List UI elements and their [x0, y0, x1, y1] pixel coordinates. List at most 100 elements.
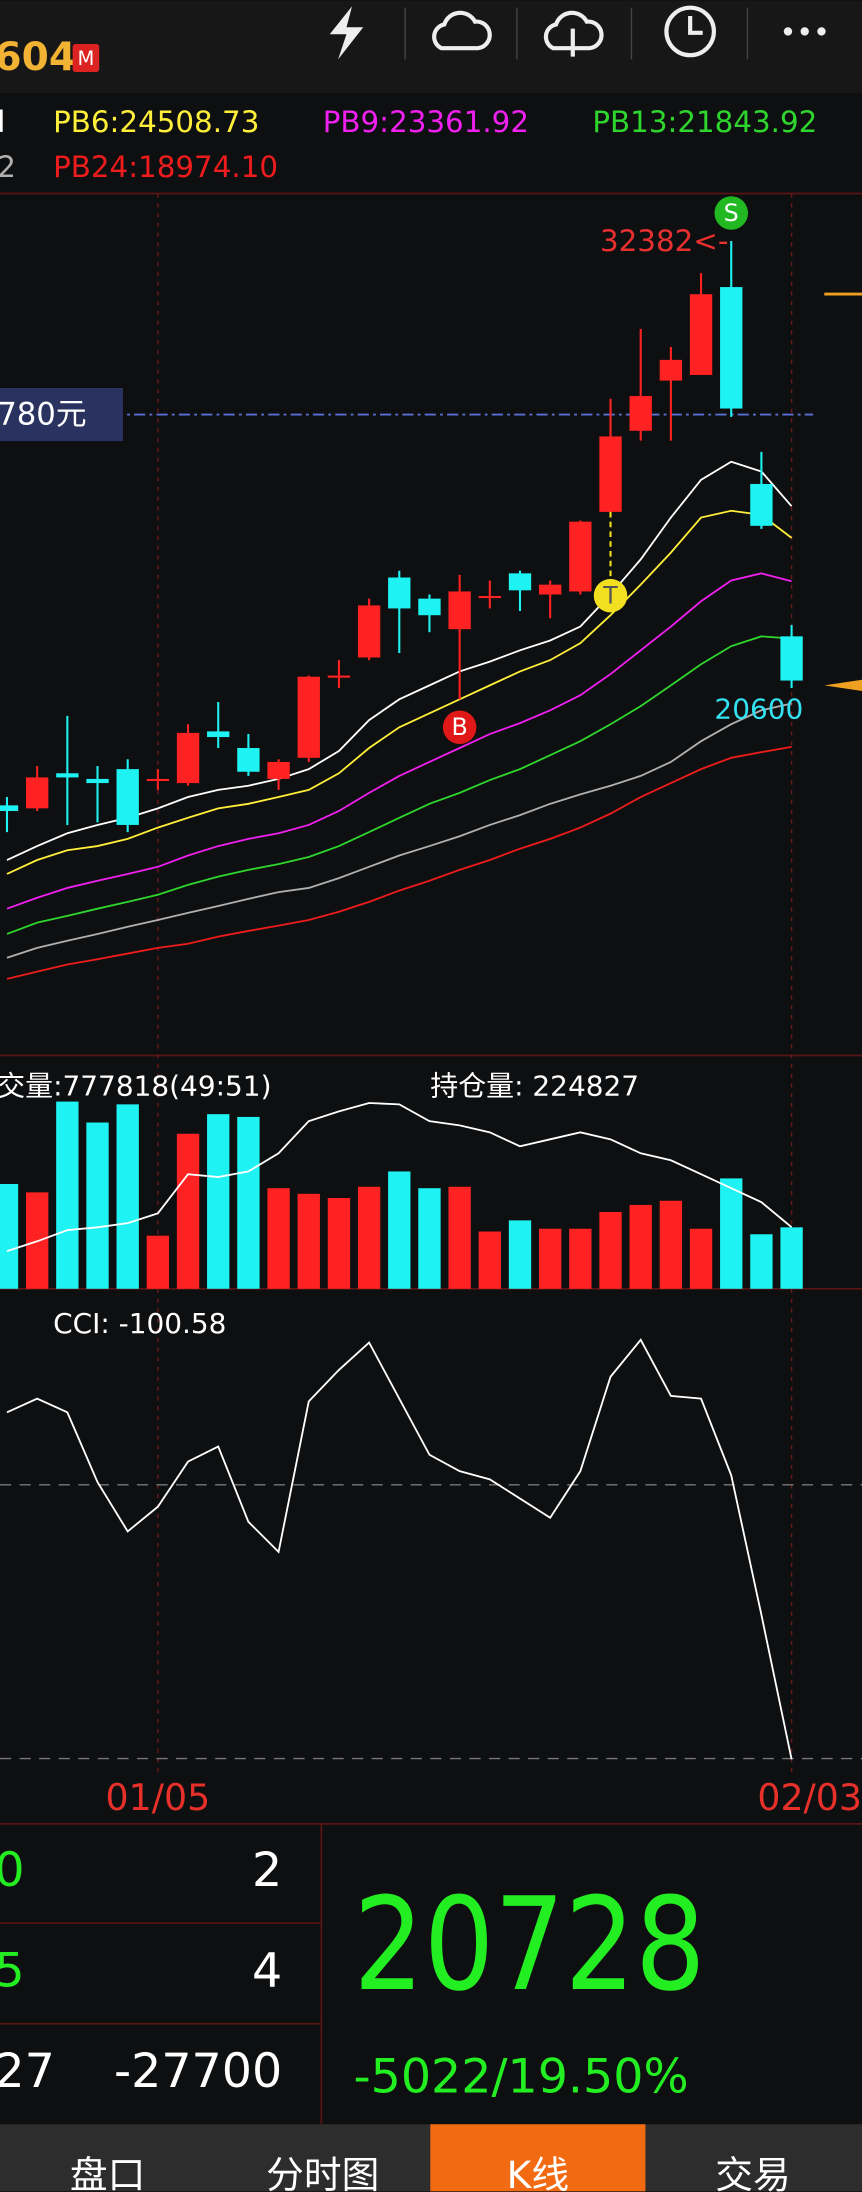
- indicator-label: PB6:24508.73: [53, 105, 259, 139]
- cci-line: [6, 1338, 793, 1760]
- candle-body: [689, 294, 713, 375]
- candle-body: [478, 595, 501, 599]
- flash-icon[interactable]: [329, 6, 364, 60]
- volume-label: 交量:777818(49:51): [0, 1070, 271, 1103]
- candle-body: [659, 359, 683, 381]
- candle-body: [388, 577, 411, 609]
- cost-label-box: [0, 388, 123, 442]
- volume-bar: [207, 1114, 230, 1289]
- indicator-label: PB13:21843.92: [592, 105, 817, 139]
- ma-line: [6, 572, 792, 910]
- volume-bar: [388, 1171, 411, 1289]
- open-interest-line: [6, 1102, 793, 1252]
- volume-bar: [538, 1228, 562, 1289]
- candle-body: [207, 731, 230, 738]
- cloud-icon[interactable]: [432, 10, 492, 51]
- volume-bar: [659, 1200, 683, 1289]
- candle-body: [267, 761, 290, 779]
- ma-line: [6, 635, 792, 935]
- candle-body: [0, 805, 19, 811]
- date-label: 02/03: [757, 1776, 862, 1819]
- volume-bar: [569, 1228, 592, 1289]
- candle-body: [25, 777, 49, 809]
- candle-body: [599, 436, 622, 512]
- candle-body: [538, 584, 562, 595]
- candle-body: [720, 287, 743, 409]
- clock-icon[interactable]: [664, 5, 717, 58]
- indicator-label: PB9:23361.92: [323, 105, 529, 139]
- cci-label: CCI: -100.58: [53, 1307, 226, 1340]
- cloud-icon[interactable]: [543, 10, 604, 57]
- volume-bar: [297, 1193, 320, 1289]
- volume-bar: [689, 1228, 713, 1289]
- high-label: 32382<-: [600, 224, 728, 258]
- tab[interactable]: 分时图: [266, 2153, 379, 2192]
- candle-body: [56, 773, 79, 778]
- volume-bar: [327, 1197, 351, 1289]
- volume-bar: [86, 1122, 109, 1289]
- quote-cell: 4: [252, 1943, 282, 1998]
- signal-label: T: [602, 582, 618, 610]
- candle-body: [750, 483, 773, 526]
- volume-bar: [56, 1101, 79, 1289]
- quote-cell: 0: [0, 1843, 25, 1898]
- toolbar-icons[interactable]: [329, 5, 826, 60]
- quote-cell: 27: [0, 2044, 55, 2099]
- last-price-label: 20600: [714, 693, 803, 726]
- candle-body: [448, 591, 471, 630]
- indicator-label: 2: [0, 150, 16, 184]
- candle-body: [297, 676, 320, 758]
- tab[interactable]: K线: [507, 2153, 569, 2192]
- tab[interactable]: 盘口: [70, 2153, 145, 2192]
- signal-label: S: [724, 199, 739, 227]
- volume-bar: [780, 1227, 803, 1289]
- quote-cell: 2: [252, 1843, 282, 1898]
- ma-line: [6, 702, 792, 959]
- price-change: -5022/19.50%: [353, 2050, 688, 2105]
- volume-bar: [176, 1133, 200, 1289]
- indicator-label: PB24:18974.10: [53, 150, 278, 184]
- candle-body: [176, 732, 200, 784]
- signal-label: B: [451, 713, 467, 741]
- volume-bar: [750, 1234, 773, 1289]
- volume-bar: [448, 1186, 471, 1289]
- badge: M: [77, 47, 94, 70]
- candle-body: [508, 573, 532, 591]
- signal-marker: [593, 578, 628, 613]
- volume-bar: [146, 1235, 170, 1289]
- tab-active[interactable]: [430, 2124, 646, 2192]
- volume-bar: [0, 1184, 19, 1289]
- volume-bar: [116, 1104, 139, 1289]
- candle-body: [569, 521, 592, 592]
- clock-hands: [688, 16, 703, 35]
- volume-bar: [357, 1186, 381, 1289]
- candle-body: [780, 636, 803, 681]
- last-price: 20728: [353, 1871, 705, 2020]
- cost-label: 780元: [0, 396, 87, 432]
- last-price-arrow: [824, 679, 862, 691]
- candle-body: [418, 598, 441, 616]
- candle-body: [629, 396, 652, 431]
- volume-bar: [478, 1231, 501, 1289]
- signal-marker: [442, 710, 477, 745]
- candle-body: [357, 605, 381, 658]
- tab[interactable]: 交易: [715, 2153, 790, 2192]
- candle-body: [116, 769, 139, 825]
- candle-body: [237, 747, 260, 772]
- volume-bar: [599, 1211, 622, 1289]
- date-label: 01/05: [106, 1776, 211, 1819]
- volume-bar: [237, 1116, 260, 1289]
- volume-bar: [720, 1178, 743, 1289]
- volume-bar: [508, 1220, 532, 1289]
- top-bar: [0, 0, 862, 93]
- signal-marker: [714, 196, 748, 230]
- candle-body: [327, 675, 351, 678]
- quote-cell: -27700: [114, 2044, 282, 2099]
- candle-body: [146, 778, 170, 782]
- volume-bar: [418, 1188, 441, 1289]
- oi-label: 持仓量: 224827: [430, 1070, 639, 1103]
- more-icon[interactable]: [783, 27, 826, 36]
- ma-line: [6, 509, 793, 875]
